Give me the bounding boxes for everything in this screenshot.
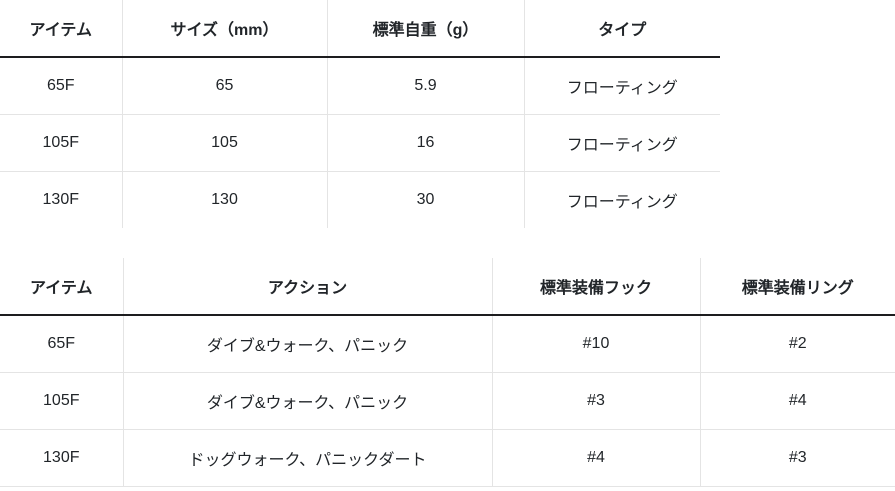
header-row: アイテム サイズ（mm） 標準自重（g） タイプ	[0, 0, 720, 58]
size-spec-table: アイテム サイズ（mm） 標準自重（g） タイプ 65F 65 5.9 フローテ…	[0, 0, 720, 228]
header-item: アイテム	[0, 0, 122, 58]
table-row: 105F 105 16 フローティング	[0, 113, 720, 171]
cell-type: フローティング	[523, 170, 720, 228]
action-spec-table: アイテム アクション 標準装備フック 標準装備リング 65F ダイブ&ウォーク、…	[0, 258, 895, 487]
header-row: アイテム アクション 標準装備フック 標準装備リング	[0, 258, 895, 316]
cell-action: ドッグウォーク、パニックダート	[122, 428, 492, 487]
header-size-mm: サイズ（mm）	[121, 0, 327, 58]
header-hook: 標準装備フック	[491, 258, 700, 316]
cell-ring: #4	[699, 371, 895, 429]
table-row: 130F 130 30 フローティング	[0, 170, 720, 228]
cell-type: フローティング	[523, 57, 720, 114]
cell-type: フローティング	[523, 113, 720, 171]
cell-item: 130F	[0, 428, 123, 487]
table-row: 65F ダイブ&ウォーク、パニック #10 #2	[0, 315, 895, 372]
cell-hook: #3	[491, 371, 700, 429]
cell-item: 105F	[0, 371, 123, 429]
cell-action: ダイブ&ウォーク、パニック	[122, 315, 492, 372]
header-ring: 標準装備リング	[699, 258, 895, 316]
cell-item: 65F	[47, 334, 76, 352]
cell-weight: 30	[326, 170, 524, 228]
cell-size: 105	[121, 113, 327, 171]
cell-size: 65	[121, 57, 327, 114]
table-row: 65F 65 5.9 フローティング	[0, 57, 720, 114]
header-item: アイテム	[0, 258, 123, 316]
table-row: 130F ドッグウォーク、パニックダート #4 #3	[0, 428, 895, 487]
cell-ring: #3	[699, 428, 895, 487]
cell-item: 105F	[0, 113, 122, 171]
cell-weight: 16	[326, 113, 524, 171]
header-action: アクション	[122, 258, 492, 316]
header-weight-g: 標準自重（g）	[326, 0, 524, 58]
cell-action: ダイブ&ウォーク、パニック	[122, 371, 492, 429]
cell-item: 130F	[0, 170, 122, 228]
cell-item: 65F	[46, 76, 75, 94]
header-type: タイプ	[523, 0, 720, 58]
cell-weight: 5.9	[326, 57, 524, 114]
cell-size: 130	[121, 170, 327, 228]
cell-hook: #10	[491, 315, 700, 372]
cell-hook: #4	[491, 428, 700, 487]
table-row: 105F ダイブ&ウォーク、パニック #3 #4	[0, 371, 895, 429]
cell-ring: #2	[699, 315, 895, 372]
